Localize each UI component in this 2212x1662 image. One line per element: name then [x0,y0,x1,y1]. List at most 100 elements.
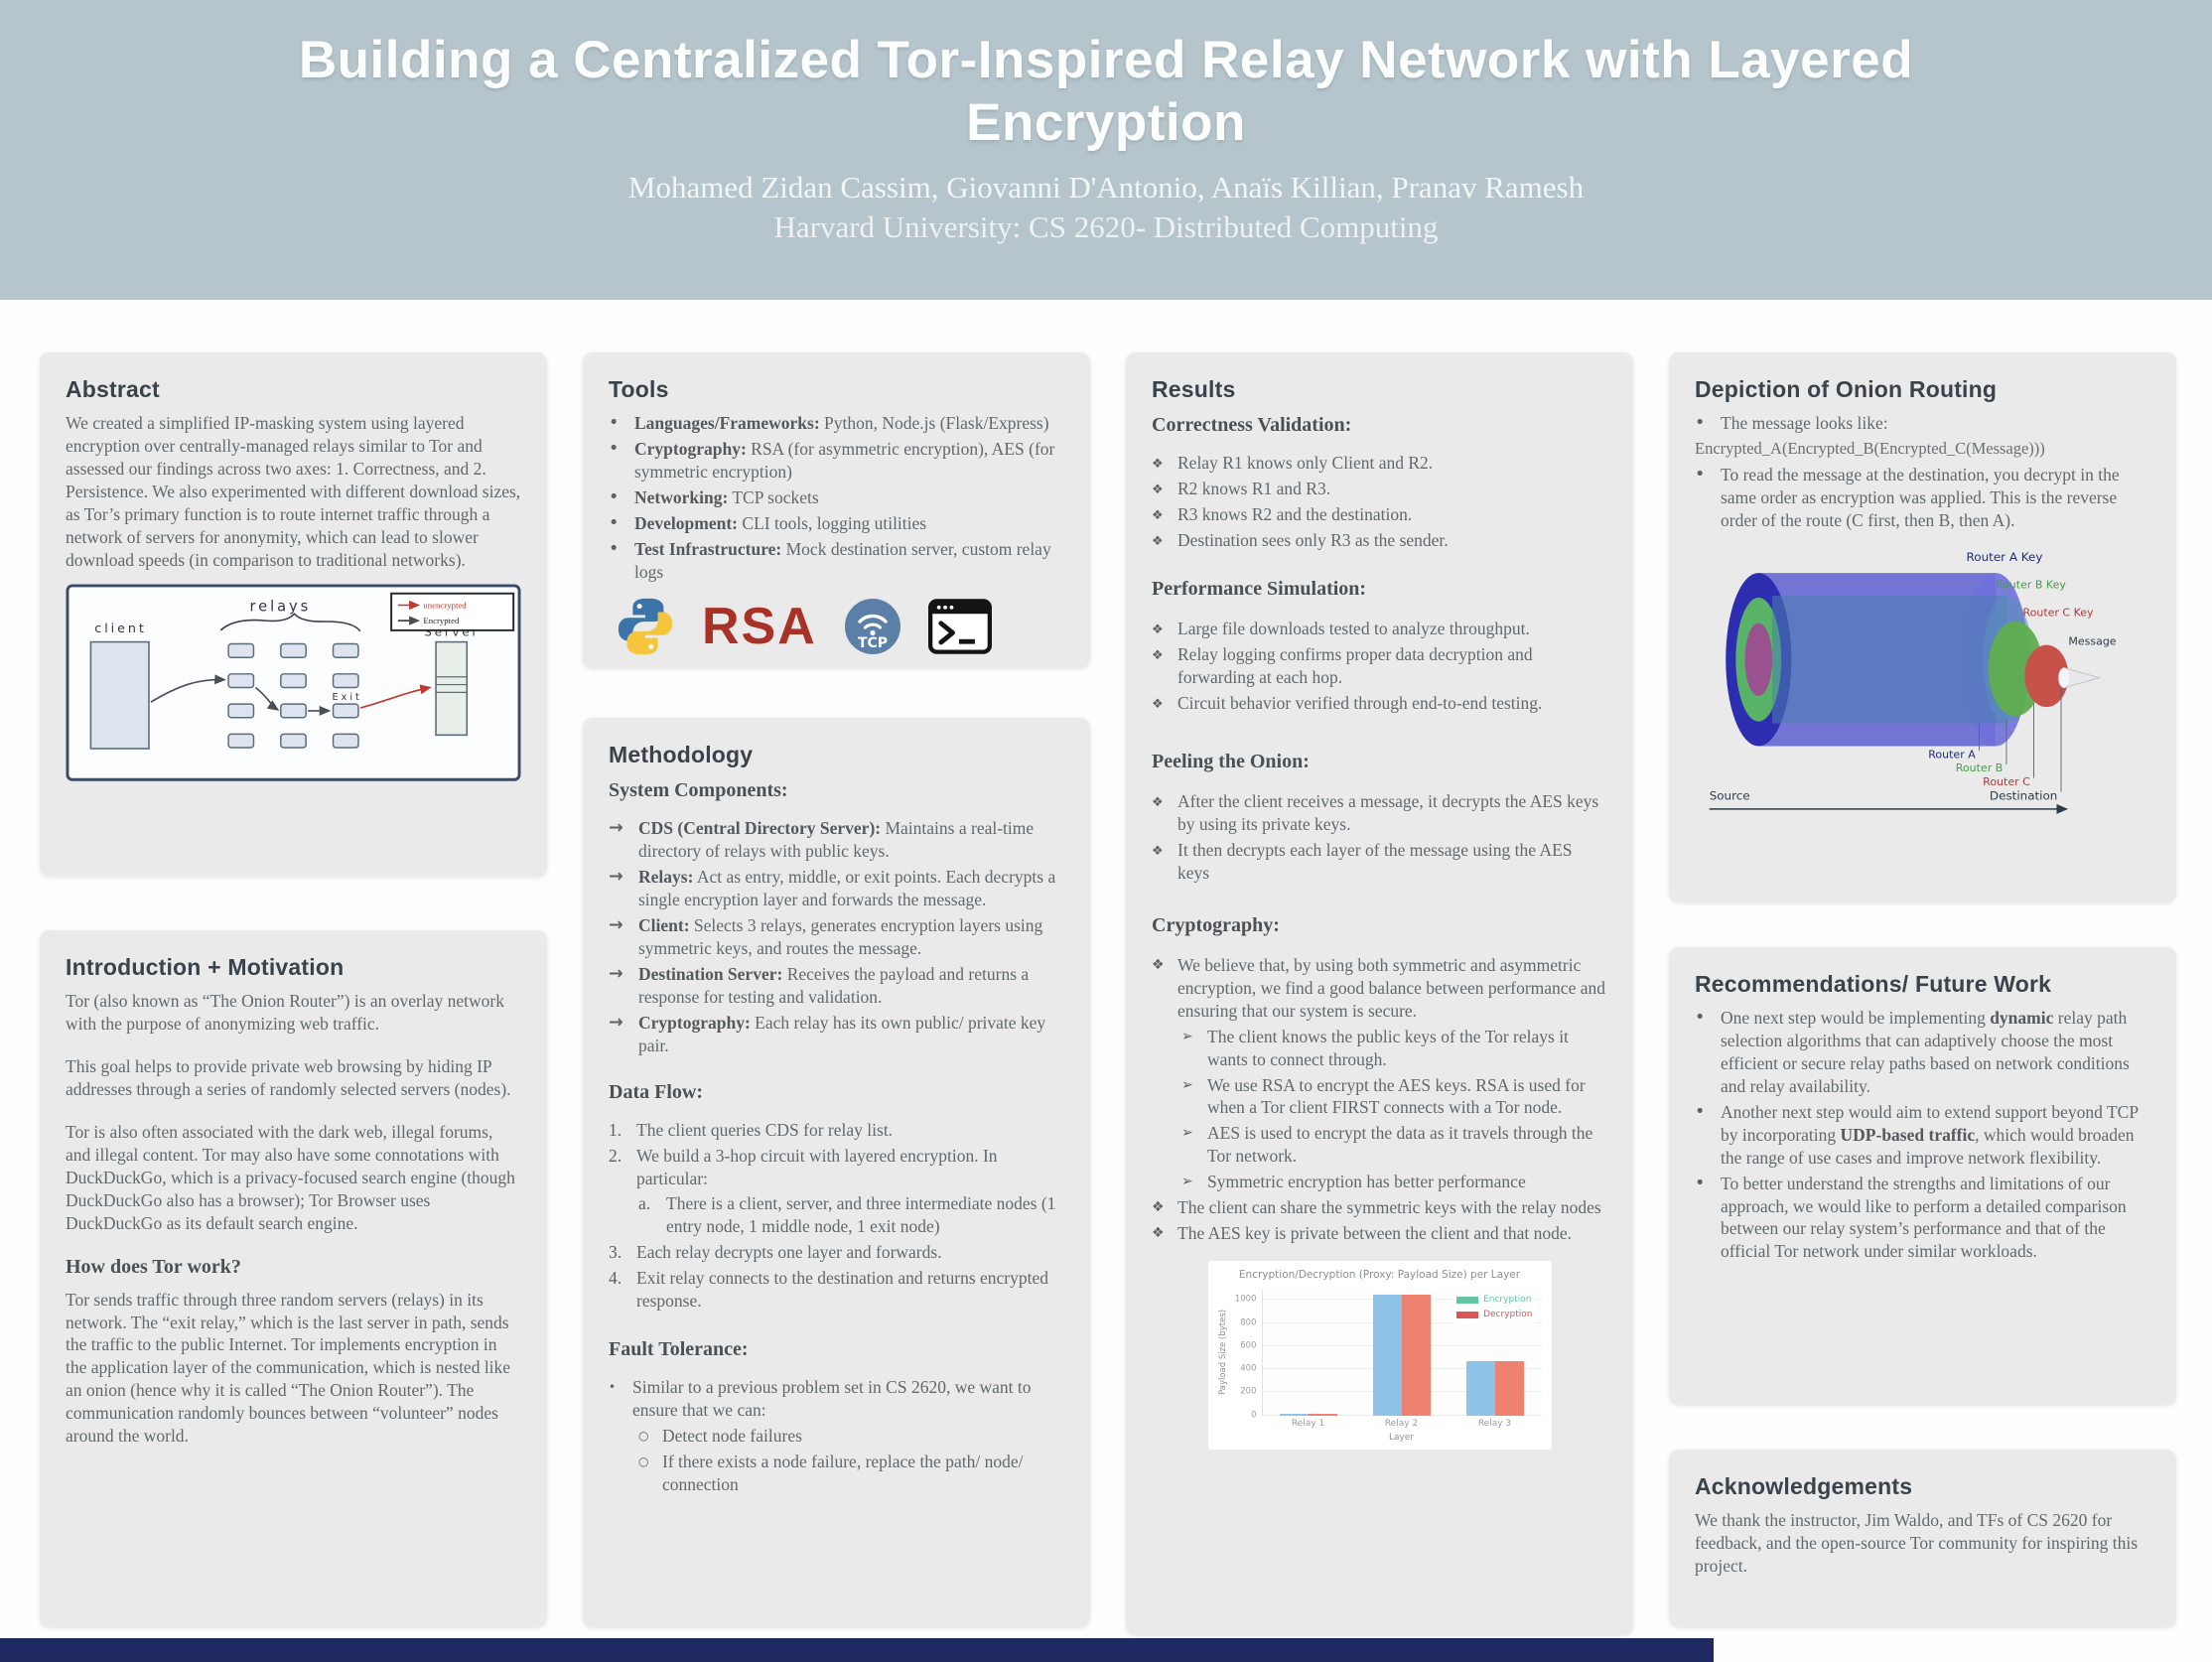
recommendation-item: • Another next step would aim to extend … [1695,1101,2139,1168]
results-card: Results Correctness Validation: ❖ Relay … [1126,352,1633,1635]
onion-encryption-formula: Encrypted_A(Encrypted_B(Encrypted_C(Mess… [1695,439,2045,459]
chart-x-tick: Relay 2 [1384,1418,1419,1429]
destination-label: Destination [1990,789,2057,803]
how-does-tor-work-heading: How does Tor work? [66,1256,241,1279]
bar-group-relay-1 [1280,1289,1338,1416]
chart-plot-area: Encryption Decryption [1261,1288,1542,1416]
sketch-relays-brace [219,612,361,631]
legend-label: Decryption [1483,1309,1533,1319]
performance-list: ❖ Large file downloads tested to analyze… [1152,618,1607,715]
system-components-list: → CDS (Central Directory Server): Mainta… [609,817,1064,1056]
introduction-card: Introduction + Motivation Tor (also know… [40,930,547,1627]
data-flow-item: a. There is a client, server, and three … [638,1193,1056,1237]
peeling-the-onion-heading: Peeling the Onion: [1152,750,1310,772]
system-component-item: → Destination Server: Receives the paylo… [609,963,1030,1007]
onion-layer-c-ring-left [1744,623,1773,697]
bar-encryption-relay-2 [1372,1294,1402,1416]
recommendations-card: Recommendations/ Future Work • One next … [1669,947,2176,1405]
cryptography-heading: Cryptography: [1152,913,1280,936]
cryptography-item: ➢ The client knows the public keys of th… [1181,1026,1569,1069]
column-3: Results Correctness Validation: ❖ Relay … [1126,352,1633,1635]
chart-x-axis-label: Layer [1388,1432,1415,1443]
tools-list-item: • Networking: TCP sockets [609,486,819,507]
bar-decryption-relay-3 [1494,1361,1524,1416]
legend-label: Encryption [1483,1294,1532,1305]
svg-text:TCP: TCP [858,635,888,651]
abstract-heading: Abstract [66,376,160,402]
tools-list: • Languages/Frameworks: Python, Node.js … [609,412,1064,583]
router-b-label: Router B [1956,762,2004,775]
performance-item: ❖ Large file downloads tested to analyze… [1152,619,1530,639]
onion-routing-card: Depiction of Onion Routing • The message… [1669,352,2176,902]
sketch-arrow-relay1-to-relay2 [254,686,280,711]
intro-paragraph-1: Tor (also known as “The Onion Router”) i… [66,991,504,1035]
data-flow-item: 1. The client queries CDS for relay list… [609,1119,894,1140]
chart-bars [1263,1289,1542,1416]
poster-header: Building a Centralized Tor-Inspired Rela… [0,0,2212,300]
peeling-item: ❖ After the client receives a message, i… [1152,791,1599,834]
legend-entry-encryption: Encryption [1456,1295,1532,1307]
tcp-icon: TCP [844,598,900,654]
abstract-card: Abstract We created a simplified IP-mask… [40,352,547,877]
cryptography-item: ➢ We use RSA to encrypt the AES keys. RS… [1181,1074,1586,1118]
fault-tolerance-item: ○ If there exists a node failure, replac… [638,1452,1024,1494]
onion-bullet-1: • The message looks like: [1695,413,1888,434]
intro-paragraph-2: This goal helps to provide private web b… [66,1055,511,1099]
tools-list-item: • Cryptography: RSA (for asymmetric encr… [609,439,1055,482]
poster-title: Building a Centralized Tor-Inspired Rela… [298,31,1914,152]
cryptography-list: ❖ We believe that, by using both symmetr… [1152,954,1607,1245]
sketch-arrow-exit-to-server [359,684,432,709]
system-component-item: → Client: Selects 3 relays, generates en… [609,915,1043,958]
data-flow-item: 4. Exit relay connects to the destinatio… [609,1268,1049,1312]
data-flow-item: 3. Each relay decrypts one layer and for… [609,1242,942,1263]
cryptography-item: ❖ The client can share the symmetric key… [1152,1197,1601,1218]
tools-list-item: • Languages/Frameworks: Python, Node.js … [609,413,1049,434]
chart-x-tick: Relay 1 [1291,1418,1325,1429]
introduction-heading: Introduction + Motivation [66,954,345,980]
data-flow-item: 2. We build a 3-hop circuit with layered… [609,1145,998,1188]
column-1: Abstract We created a simplified IP-mask… [40,352,547,1627]
bar-encryption-relay-3 [1465,1361,1495,1416]
data-flow-list: 1. The client queries CDS for relay list… [609,1119,1064,1313]
recommendation-item: • One next step would be implementing dy… [1695,1008,2130,1096]
acknowledgements-body: We thank the instructor, Jim Waldo, and … [1695,1510,2139,1576]
correctness-item: ❖ R2 knows R1 and R3. [1152,479,1331,499]
correctness-validation-heading: Correctness Validation: [1152,414,1352,437]
poster-authors: Mohamed Zidan Cassim, Giovanni D'Antonio… [627,170,1585,206]
tools-list-item: • Test Infrastructure: Mock destination … [609,538,1051,582]
tool-icons-row: RSA TCP [609,596,1064,657]
acknowledgements-heading: Acknowledgements [1695,1473,1913,1499]
router-c-label: Router C [1983,775,2030,788]
sketch-server-box [435,640,469,736]
chart-y-axis-label: Payload Size (bytes) [1217,1309,1228,1395]
sketch-legend: unencrypted Encrypted [390,592,515,631]
sketch-relay-grid [227,642,359,749]
onion-bullet-2: • To read the message at the destination… [1695,464,2120,530]
correctness-item: ❖ R3 knows R2 and the destination. [1152,504,1413,525]
onion-layers-diagram: Router A Key Router B Key Router C Key M… [1709,551,2117,815]
sketch-client-box [89,640,150,750]
column-2: Tools • Languages/Frameworks: Python, No… [583,352,1090,1627]
results-heading: Results [1152,376,1236,402]
cryptography-item: ➢ AES is used to encrypt the data as it … [1181,1123,1593,1167]
onion-leader-lines [1978,687,2062,792]
performance-item: ❖ Relay logging confirms proper data dec… [1152,644,1533,688]
fault-tolerance-item: ○ Detect node failures [638,1426,802,1447]
system-component-item: → Cryptography: Each relay has its own p… [609,1012,1046,1055]
correctness-list: ❖ Relay R1 knows only Client and R2. ❖ R… [1152,452,1607,552]
data-flow-heading: Data Flow: [609,1080,703,1103]
peeling-item: ❖ It then decrypts each layer of the mes… [1152,839,1573,883]
onion-routing-heading: Depiction of Onion Routing [1695,376,1998,402]
cryptography-item: ❖ We believe that, by using both symmetr… [1152,954,1605,1021]
router-c-key-label: Router C Key [2022,607,2094,620]
poster-columns: Abstract We created a simplified IP-mask… [0,352,2212,1635]
chart-legend: Encryption Decryption [1452,1292,1537,1326]
sketch-client-label: client [94,620,146,634]
router-b-key-label: Router B Key [1996,579,2066,592]
bar-decryption-relay-2 [1401,1294,1431,1416]
abstract-body: We created a simplified IP-masking syste… [66,413,521,570]
sketch-exit-label: Exit [333,692,362,703]
system-component-item: → Relays: Act as entry, middle, or exit … [609,867,1056,910]
system-components-heading: System Components: [609,779,788,802]
